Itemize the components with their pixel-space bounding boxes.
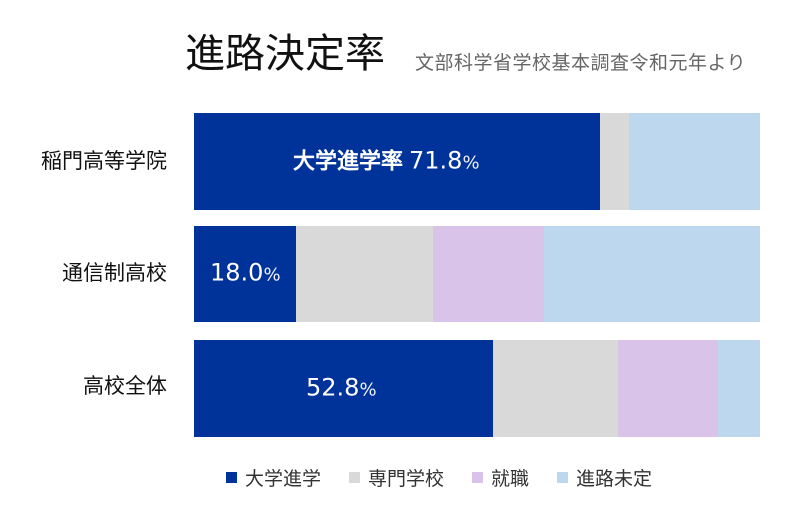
legend-label: 就職: [491, 467, 530, 490]
row-label-all-high-schools: 高校全体: [83, 374, 167, 398]
data-label-value: 71.8: [409, 146, 463, 174]
data-label-prefix: 大学進学率: [293, 149, 404, 174]
legend-item-university: 大学進学: [226, 464, 321, 491]
chart-legend: 大学進学 専門学校 就職 進路未定: [226, 464, 652, 490]
legend-label: 進路未定: [576, 467, 653, 490]
data-label: 18.0%: [210, 258, 281, 291]
stacked-bar-correspondence: 18.0%: [194, 226, 760, 322]
segment-employment: [432, 226, 544, 322]
legend-swatch-icon: [472, 471, 484, 483]
segment-university: 大学進学率 71.8%: [194, 113, 601, 210]
stacked-bar-all-high-schools: 52.8%: [194, 340, 760, 437]
row-label-correspondence: 通信制高校: [62, 261, 167, 285]
chart-title: 進路決定率: [185, 31, 385, 77]
data-label: 52.8%: [306, 372, 377, 405]
legend-label: 大学進学: [245, 467, 322, 490]
segment-undecided: [718, 340, 760, 437]
chart-subtitle-source: 文部科学省学校基本調査令和元年より: [415, 52, 747, 74]
segment-vocational: [600, 113, 630, 210]
legend-item-undecided: 進路未定: [557, 464, 652, 491]
legend-swatch-icon: [349, 471, 361, 483]
data-label-unit: %: [462, 152, 480, 173]
segment-university: 52.8%: [194, 340, 493, 437]
segment-employment: [617, 340, 719, 437]
legend-swatch-icon: [557, 471, 569, 483]
legend-swatch-icon: [226, 471, 237, 483]
segment-vocational: [492, 340, 618, 437]
segment-undecided: [543, 226, 760, 322]
data-label: 大学進学率 71.8%: [293, 145, 480, 178]
segment-university: 18.0%: [194, 226, 296, 322]
legend-label: 専門学校: [368, 467, 445, 490]
legend-item-vocational: 専門学校: [349, 464, 444, 491]
segment-vocational: [295, 226, 433, 322]
data-label-unit: %: [359, 379, 377, 400]
legend-item-employment: 就職: [472, 464, 529, 491]
data-label-unit: %: [263, 264, 281, 286]
stacked-bar-tomon: 大学進学率 71.8%: [194, 113, 760, 210]
segment-undecided: [629, 113, 760, 210]
data-label-value: 18.0: [210, 258, 264, 287]
data-label-value: 52.8: [306, 373, 360, 401]
row-label-tomon: 稲門高等学院: [41, 149, 167, 173]
